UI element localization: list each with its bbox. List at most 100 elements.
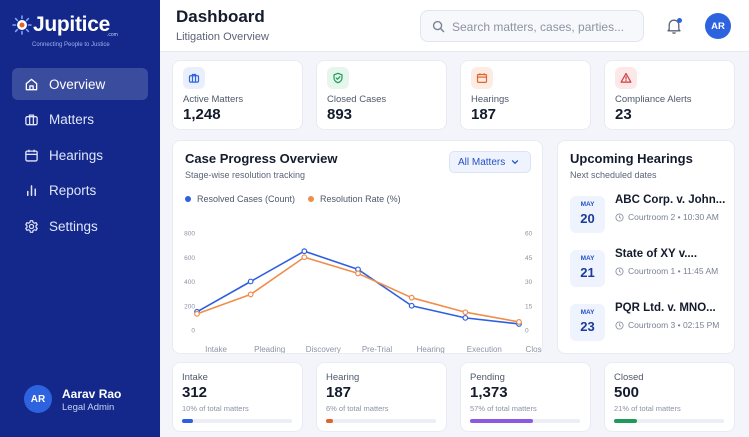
hearing-item[interactable]: MAY 21 State of XY v.... Courtroom 1 • 1… xyxy=(570,248,740,294)
logo-icon xyxy=(12,15,32,35)
stat-icon-box xyxy=(327,67,349,89)
user-role: Legal Admin xyxy=(62,402,115,413)
data-point xyxy=(462,309,469,316)
stat-value: 23 xyxy=(615,106,632,123)
chart-legend: Resolved Cases (Count) Resolution Rate (… xyxy=(185,193,414,205)
stage-percent: 21% of total matters xyxy=(614,404,681,413)
data-point xyxy=(301,254,308,261)
stage-value: 500 xyxy=(614,384,640,401)
stage-value: 187 xyxy=(326,384,352,401)
stage-card-hearing[interactable]: Hearing 187 6% of total matters xyxy=(316,362,447,432)
stat-card-compliance-alerts[interactable]: Compliance Alerts 23 xyxy=(604,60,735,130)
y-left-tick-label: 200 xyxy=(184,303,195,310)
hearing-info: Courtroom 1 • 11:45 AM xyxy=(628,266,719,276)
stage-label: Hearing xyxy=(326,372,360,383)
stat-card-active-matters[interactable]: Active Matters 1,248 xyxy=(172,60,303,130)
chart-subtitle: Stage-wise resolution tracking xyxy=(185,170,306,180)
chart-title: Case Progress Overview xyxy=(185,151,338,166)
hearing-info: Courtroom 3 • 02:15 PM xyxy=(628,320,720,330)
hearing-item[interactable]: MAY 20 ABC Corp. v. John... Courtroom 2 … xyxy=(570,194,740,240)
data-point xyxy=(462,314,469,321)
progress-track xyxy=(614,419,724,423)
search-input[interactable] xyxy=(452,17,638,36)
case-progress-chart: 0 200 400 600 800 0 15 30 45 60 Intake Pleading Disc… xyxy=(184,231,542,354)
stage-card-intake[interactable]: Intake 312 10% of total matters xyxy=(172,362,303,432)
y-left-tick-label: 0 xyxy=(191,328,195,335)
warning-icon xyxy=(620,72,632,83)
stat-value: 187 xyxy=(471,106,497,123)
data-point xyxy=(408,302,415,309)
progress-fill xyxy=(470,419,533,423)
user-name: Aarav Rao xyxy=(62,387,122,401)
sidebar-item-hearings[interactable]: Hearings xyxy=(12,139,148,171)
avatar: AR xyxy=(24,385,52,413)
stat-label: Hearings xyxy=(471,94,510,105)
upcoming-title: Upcoming Hearings xyxy=(570,151,693,166)
hearing-date: MAY 21 xyxy=(570,250,605,287)
legend-swatch xyxy=(308,196,315,202)
x-tick-label: Pleading xyxy=(254,345,285,353)
sidebar-item-settings[interactable]: Settings xyxy=(12,210,148,242)
hearing-month: MAY xyxy=(580,309,595,316)
x-tick-label: Closed xyxy=(526,345,542,353)
header: Dashboard Litigation Overview AR xyxy=(160,0,749,52)
sidebar: Jupitice .com Connecting People to Justi… xyxy=(0,0,160,437)
brand-domain: .com xyxy=(107,32,118,38)
stat-icon-box xyxy=(615,67,637,89)
y-left-tick-label: 800 xyxy=(184,231,195,238)
notification-dot xyxy=(677,18,682,23)
stat-card-hearings[interactable]: Hearings 187 xyxy=(460,60,591,130)
search-box xyxy=(420,10,644,42)
hearing-title: State of XY v.... xyxy=(615,248,698,260)
sidebar-item-label: Matters xyxy=(49,112,95,127)
progress-track xyxy=(182,419,292,423)
data-point xyxy=(301,248,308,255)
upcoming-subtitle: Next scheduled dates xyxy=(570,170,657,180)
page-subtitle: Litigation Overview xyxy=(176,31,269,43)
progress-fill xyxy=(182,419,193,423)
x-tick-label: Pre-Trial xyxy=(362,345,393,353)
x-tick-label: Discovery xyxy=(306,345,341,353)
header-avatar[interactable]: AR xyxy=(705,13,731,39)
sidebar-item-reports[interactable]: Reports xyxy=(12,175,148,207)
progress-track xyxy=(470,419,580,423)
shield-check-icon xyxy=(333,72,343,84)
legend-label: Resolved Cases (Count) xyxy=(197,194,296,204)
y-right-tick-label: 60 xyxy=(525,231,533,238)
hearing-title: ABC Corp. v. John... xyxy=(615,194,726,206)
stage-label: Closed xyxy=(614,372,644,383)
data-point xyxy=(194,310,200,317)
filter-label: All Matters xyxy=(458,156,506,168)
page-title: Dashboard xyxy=(176,7,265,26)
stage-percent: 6% of total matters xyxy=(326,404,389,413)
stat-value: 1,248 xyxy=(183,106,221,123)
sidebar-item-matters[interactable]: Matters xyxy=(12,104,148,136)
bell-icon[interactable] xyxy=(666,17,682,35)
y-right-tick-label: 15 xyxy=(525,303,533,310)
clock-icon xyxy=(615,321,624,330)
data-point xyxy=(247,278,254,285)
stage-card-closed[interactable]: Closed 500 21% of total matters xyxy=(604,362,735,432)
sidebar-item-label: Overview xyxy=(49,76,106,92)
sidebar-item-overview[interactable]: Overview xyxy=(12,68,148,100)
clock-icon xyxy=(615,213,624,222)
stage-label: Intake xyxy=(182,372,208,383)
home-icon xyxy=(25,78,38,90)
progress-fill xyxy=(326,419,333,423)
matters-filter-dropdown[interactable]: All Matters xyxy=(449,151,531,173)
stage-percent: 57% of total matters xyxy=(470,404,537,413)
brand-name: Jupitice xyxy=(33,13,110,36)
stat-label: Closed Cases xyxy=(327,94,387,105)
stage-card-pending[interactable]: Pending 1,373 57% of total matters xyxy=(460,362,591,432)
stage-percent: 10% of total matters xyxy=(182,404,249,413)
data-point xyxy=(355,270,361,277)
hearing-meta: Courtroom 2 • 10:30 AM xyxy=(615,211,735,235)
y-right-tick-label: 0 xyxy=(525,328,529,335)
stat-card-closed-cases[interactable]: Closed Cases 893 xyxy=(316,60,447,130)
hearing-day: 20 xyxy=(580,211,595,226)
brand-logo[interactable]: Jupitice .com Connecting People to Justi… xyxy=(12,12,152,52)
hearing-item[interactable]: MAY 23 PQR Ltd. v. MNO... Courtroom 3 • … xyxy=(570,302,740,348)
user-profile[interactable]: AR Aarav Rao Legal Admin xyxy=(24,385,154,415)
stat-icon-box xyxy=(471,67,493,89)
y-left-tick-label: 600 xyxy=(184,255,195,262)
